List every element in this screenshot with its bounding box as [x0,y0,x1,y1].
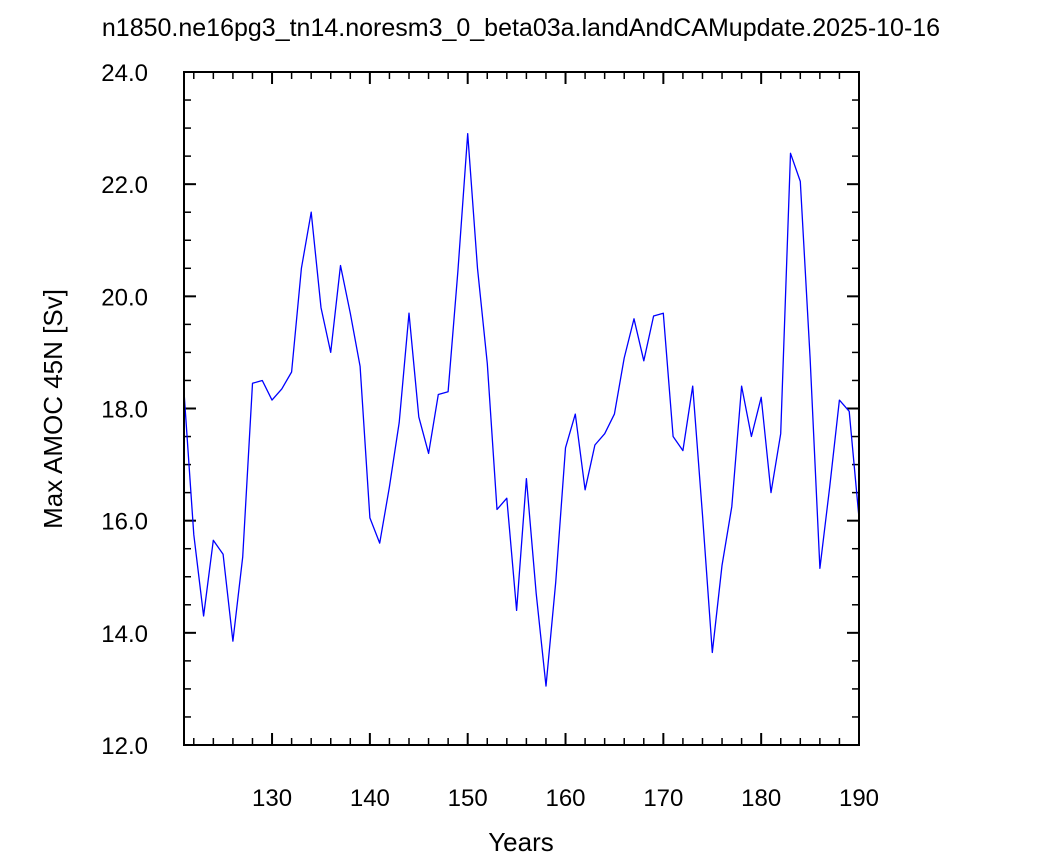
x-tick-label: 140 [350,785,390,812]
x-tick-label: 170 [643,785,683,812]
x-tick-label: 160 [545,785,585,812]
y-tick-label: 24.0 [101,60,148,87]
y-axis-label: Max AMOC 45N [Sv] [38,289,68,529]
y-tick-label: 18.0 [101,397,148,424]
amoc-series-line [183,133,860,687]
x-tick-label: 150 [448,785,488,812]
x-axis-label: Years [488,827,554,857]
plot-frame [183,71,860,746]
y-tick-label: 12.0 [101,733,148,760]
tick-labels: 130 140 150 160 170 180 190 12.0 14.0 16.0 18.0 20.… [101,60,879,812]
x-tick-label: 190 [839,785,879,812]
y-tick-label: 20.0 [101,284,148,311]
chart-title: n1850.ne16pg3_tn14.noresm3_0_beta03a.lan… [102,14,940,42]
x-tick-label: 180 [741,785,781,812]
y-tick-label: 14.0 [101,621,148,648]
y-tick-label: 22.0 [101,172,148,199]
x-tick-label: 130 [252,785,292,812]
y-tick-label: 16.0 [101,509,148,536]
